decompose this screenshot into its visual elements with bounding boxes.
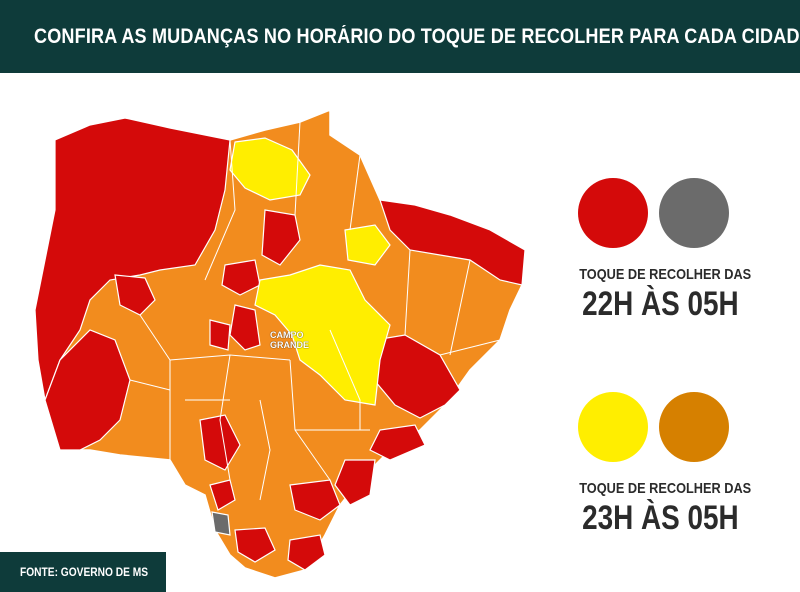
legend-22h-caption: TOQUE DE RECOLHER DAS	[579, 266, 752, 283]
region-red-central-4	[209, 319, 231, 351]
legend-22h: TOQUE DE RECOLHER DAS 22H ÀS 05H	[565, 178, 755, 324]
state-map: CAMPO GRANDE	[30, 100, 540, 585]
dark-orange-swatch	[659, 392, 729, 462]
region-yellow-central	[254, 264, 391, 406]
region-red-south-1	[369, 424, 426, 461]
region-yellow-northeast	[344, 224, 391, 266]
yellow-swatch	[578, 392, 648, 462]
region-red-south-6	[287, 534, 326, 571]
region-yellow-north	[229, 137, 311, 201]
region-red-central-2	[221, 259, 261, 296]
region-red-south-2	[334, 459, 376, 506]
page-title: CONFIRA AS MUDANÇAS NO HORÁRIO DO TOQUE …	[34, 24, 800, 48]
legend-23h-caption: TOQUE DE RECOLHER DAS	[579, 480, 752, 497]
legend-23h-hours: 23H ÀS 05H	[582, 499, 739, 537]
campo-grande-label: CAMPO GRANDE	[270, 330, 310, 350]
region-red-south-4	[289, 479, 341, 521]
region-red-west-small	[114, 274, 156, 316]
region-red-south-5	[234, 527, 276, 563]
region-red-south-7	[209, 479, 236, 511]
legend-23h-swatches	[578, 392, 755, 462]
legend-22h-hours: 22H ÀS 05H	[582, 285, 739, 323]
region-red-east	[369, 334, 461, 419]
source-text: FONTE: GOVERNO DE MS	[20, 565, 149, 579]
region-red-southwest	[44, 329, 131, 451]
region-red-northeast	[379, 199, 526, 286]
region-red-central-1	[261, 209, 301, 266]
source-bar: FONTE: GOVERNO DE MS	[0, 552, 166, 592]
region-red-central-3	[229, 304, 261, 351]
municipality-map	[34, 108, 526, 579]
red-swatch	[578, 178, 648, 248]
gray-swatch	[659, 178, 729, 248]
legend-22h-swatches	[578, 178, 755, 248]
legend-23h: TOQUE DE RECOLHER DAS 23H ÀS 05H	[565, 392, 755, 538]
header-bar: CONFIRA AS MUDANÇAS NO HORÁRIO DO TOQUE …	[0, 0, 800, 73]
region-gray	[211, 511, 231, 536]
municipality-borders	[129, 121, 501, 501]
